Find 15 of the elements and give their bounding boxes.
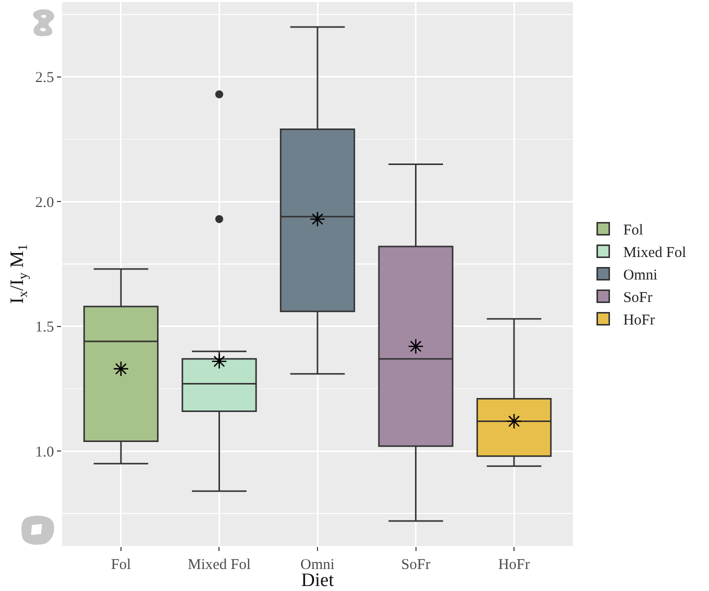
y-tick-label: 1.5 — [35, 320, 54, 336]
x-tick-label: HoFr — [498, 557, 530, 573]
x-tick-label: Omni — [300, 557, 335, 573]
legend-label: Omni — [623, 268, 658, 284]
x-tick-label: Fol — [110, 557, 131, 573]
legend-label: Mixed Fol — [623, 245, 686, 262]
y-tick-label: 2.5 — [35, 70, 54, 86]
x-tick-label: Mixed Fol — [188, 557, 251, 573]
legend-label: SoFr — [623, 290, 652, 306]
x-axis-title: Diet — [301, 570, 335, 591]
legend-label: Fol — [623, 222, 644, 239]
x-tick-label: SoFr — [401, 557, 430, 573]
legend-label: HoFr — [623, 312, 655, 329]
y-tick-label: 2.0 — [35, 194, 54, 211]
y-tick-label: 1.0 — [35, 444, 54, 460]
